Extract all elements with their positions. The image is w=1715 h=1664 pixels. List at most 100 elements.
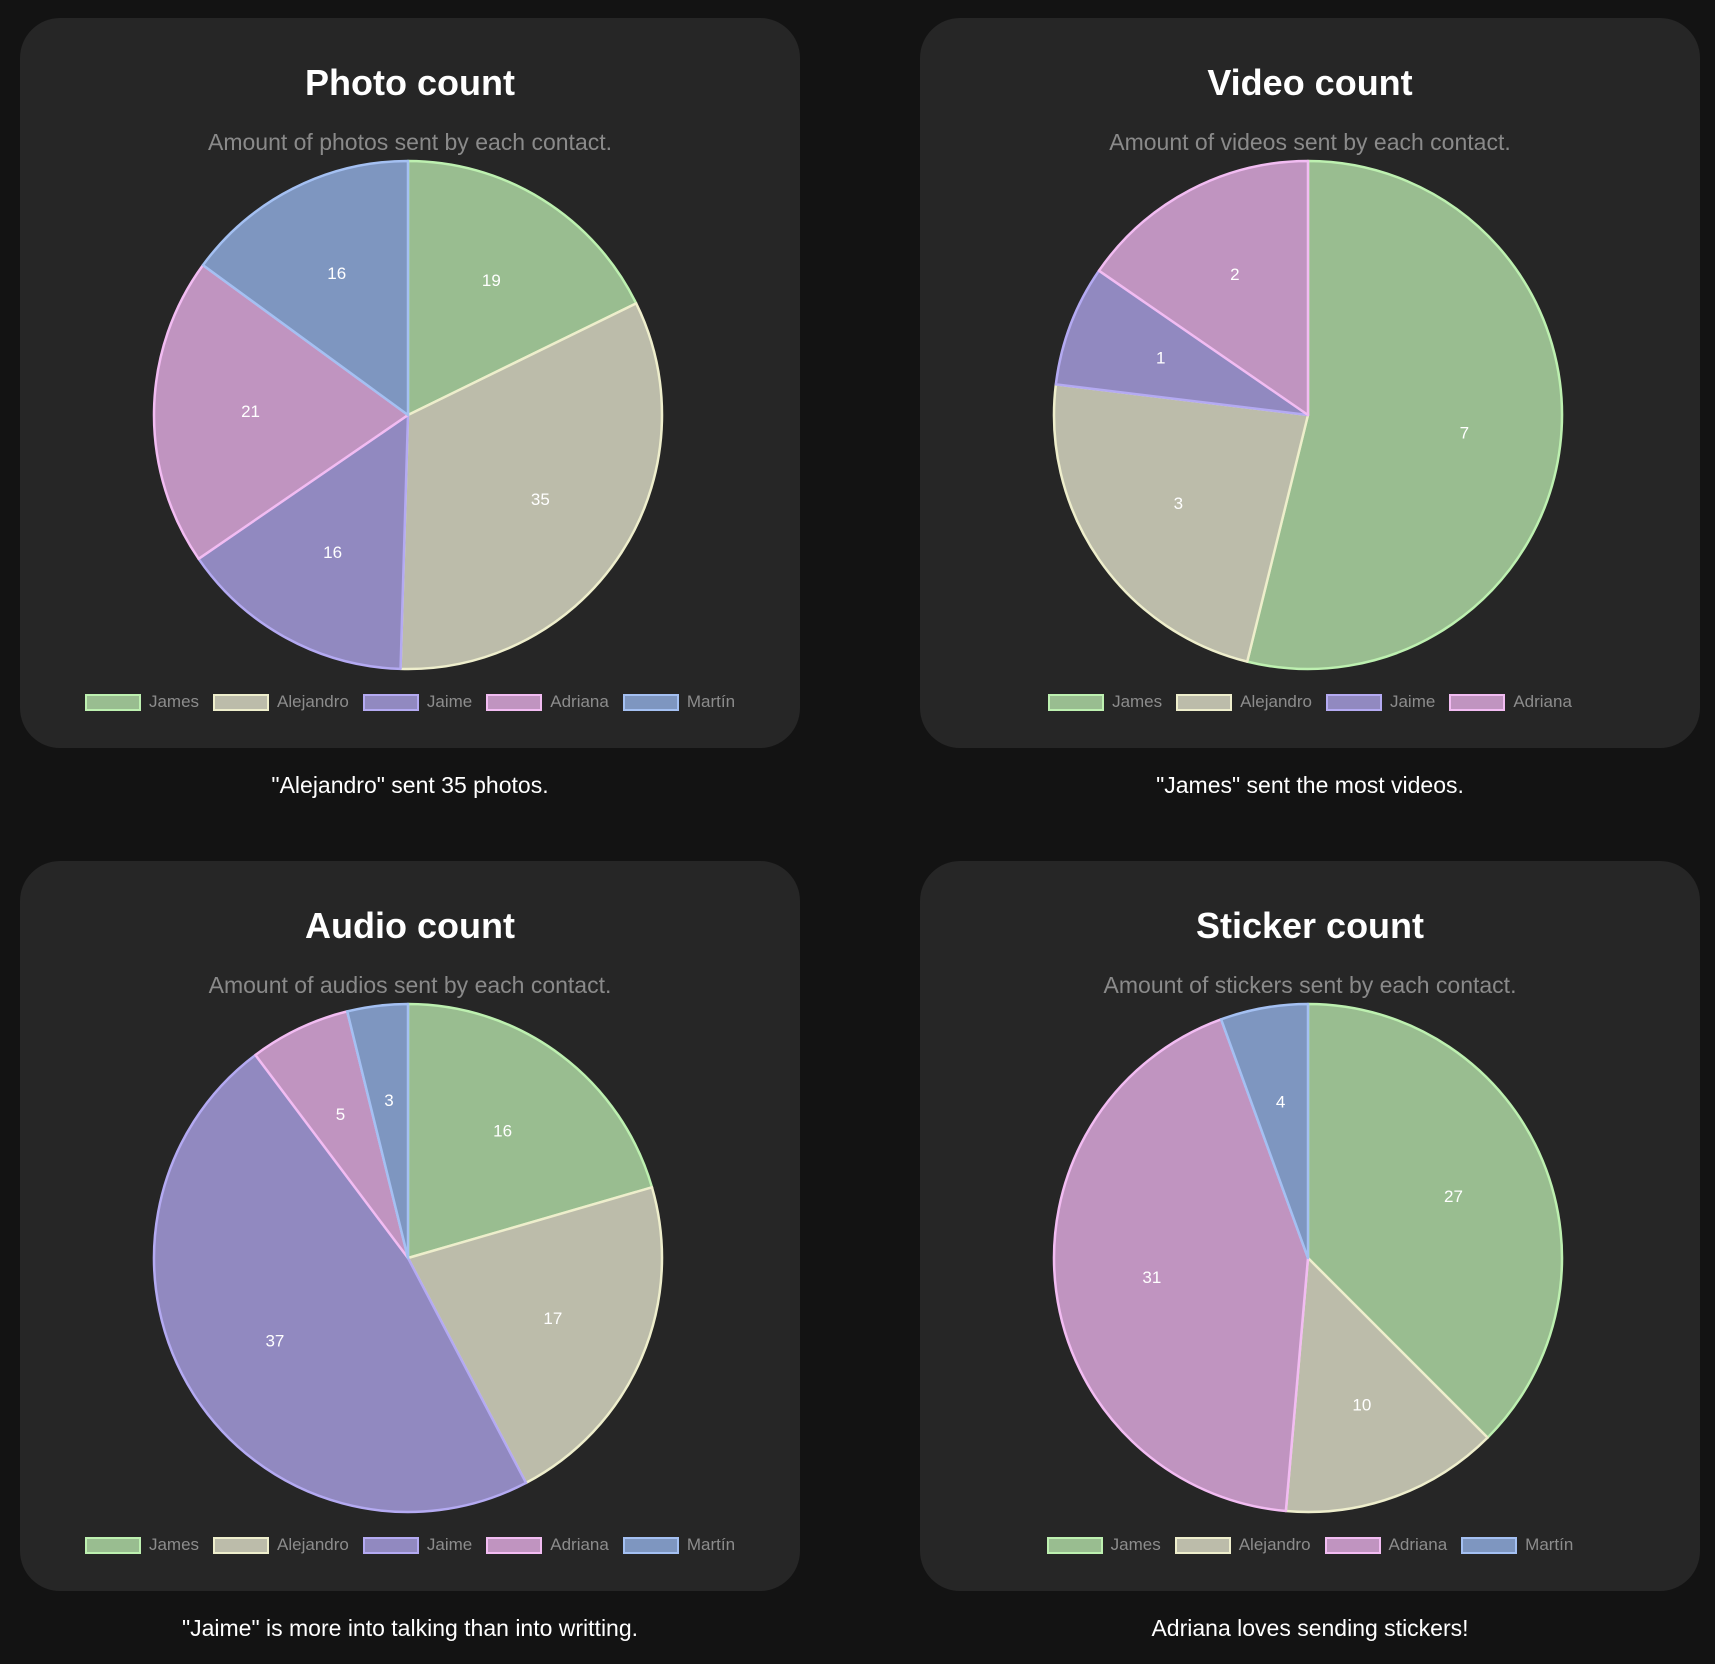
pie-slice-james [406, 159, 638, 417]
pie-slice-jaime [1054, 269, 1310, 417]
legend-item-adriana[interactable]: Adriana [1324, 1535, 1448, 1555]
audio-pie-chart: 16 17 37 5 3 [152, 1002, 664, 1514]
legend-item-alejandro[interactable]: Alejandro [1176, 692, 1312, 712]
data-label-jaime: 16 [323, 543, 342, 562]
audio-chart-cell: Audio count Amount of audios sent by eac… [20, 861, 800, 1642]
legend-item-adriana[interactable]: Adriana [1449, 692, 1572, 712]
chart-caption: "James" sent the most videos. [1156, 772, 1464, 798]
pie-slice-martin [201, 159, 410, 417]
data-label-james: 27 [1444, 1187, 1463, 1206]
chart-title: Sticker count [1195, 905, 1425, 946]
legend-item-martin[interactable]: Martín [1461, 1535, 1573, 1555]
legend-item-james[interactable]: James [1048, 692, 1162, 712]
legend-item-martin[interactable]: Martín [622, 692, 735, 712]
legend-label: Adriana [1388, 1535, 1448, 1554]
video-chart-cell: Video count Amount of videos sent by eac… [920, 18, 1700, 799]
chart-legend: James Alejandro Jaime Adriana Martín [20, 692, 800, 712]
photo-chart-cell: Photo count Amount of photos sent by eac… [20, 18, 800, 799]
legend-swatch [1324, 1536, 1381, 1554]
chart-subtitle: Amount of photos sent by each contact. [207, 129, 613, 155]
legend-label: Martín [1525, 1535, 1574, 1554]
sticker-chart-card: Sticker count Amount of stickers sent by… [920, 861, 1700, 1591]
legend-label: Jaime [1389, 692, 1436, 711]
legend-item-jaime[interactable]: Jaime [362, 692, 473, 712]
legend-item-jaime[interactable]: Jaime [362, 1535, 473, 1555]
sticker-pie-chart: 27 10 31 4 [1052, 1002, 1564, 1514]
data-label-martin: 4 [1276, 1092, 1285, 1111]
pie-slice-alejandro [1284, 1256, 1489, 1514]
data-label-james: 7 [1460, 423, 1469, 442]
chart-caption: Adriana loves sending stickers! [1151, 1615, 1469, 1641]
legend-label: Alejandro [277, 1535, 349, 1554]
legend-swatch [1461, 1536, 1518, 1554]
legend-item-adriana[interactable]: Adriana [486, 1535, 609, 1555]
data-label-jaime: 37 [265, 1332, 284, 1351]
data-label-martin: 3 [384, 1091, 393, 1110]
legend-label: Adriana [550, 1535, 609, 1554]
data-label-james: 19 [482, 271, 501, 290]
legend-swatch [622, 693, 679, 711]
pie-slice-martin [345, 1002, 410, 1260]
legend-label: Alejandro [277, 692, 349, 711]
legend-item-alejandro[interactable]: Alejandro [1174, 1535, 1311, 1555]
chart-legend: James Alejandro Jaime Adriana [920, 692, 1700, 712]
data-label-alejandro: 35 [531, 490, 550, 509]
pie-slice-alejandro [1052, 383, 1310, 663]
chart-legend: James Alejandro Jaime Adriana Martín [20, 1535, 800, 1555]
chart-caption: "Jaime" is more into talking than into w… [181, 1615, 639, 1641]
legend-swatch [1046, 1536, 1103, 1554]
legend-item-martin[interactable]: Martín [622, 1535, 736, 1555]
data-label-adriana: 2 [1230, 265, 1239, 284]
legend-swatch [1176, 693, 1233, 711]
chart-title: Video count [1207, 62, 1413, 103]
chart-subtitle: Amount of audios sent by each contact. [208, 972, 612, 998]
legend-item-jaime[interactable]: Jaime [1325, 692, 1436, 712]
legend-item-james[interactable]: James [84, 1535, 200, 1555]
legend-item-james[interactable]: James [84, 692, 199, 712]
data-label-adriana: 31 [1142, 1268, 1161, 1287]
legend-label: Alejandro [1240, 692, 1312, 711]
chart-subtitle: Amount of videos sent by each contact. [1109, 129, 1511, 155]
legend-swatch [84, 693, 141, 711]
legend-item-adriana[interactable]: Adriana [486, 692, 609, 712]
chart-title: Photo count [305, 62, 515, 103]
legend-label: Alejandro [1238, 1535, 1311, 1554]
data-label-adriana: 21 [241, 402, 260, 421]
data-label-alejandro: 3 [1174, 494, 1183, 513]
pie-slice-james [1306, 1002, 1564, 1439]
pie-slice-james [406, 1002, 654, 1260]
pie-slice-james [1245, 159, 1564, 671]
video-pie-chart: 7 3 1 2 [1052, 159, 1564, 671]
legend-swatch [1048, 693, 1105, 711]
video-chart-card: Video count Amount of videos sent by eac… [920, 18, 1700, 748]
legend-label: Jaime [426, 1535, 473, 1554]
legend-item-james[interactable]: James [1046, 1535, 1161, 1555]
sticker-chart-cell: Sticker count Amount of stickers sent by… [920, 861, 1700, 1642]
data-label-james: 16 [493, 1122, 512, 1141]
pie-slice-martin [1219, 1002, 1310, 1260]
pie-slice-adriana [152, 263, 410, 561]
data-label-alejandro: 10 [1352, 1395, 1371, 1414]
legend-label: Martín [686, 1535, 736, 1554]
legend-item-alejandro[interactable]: Alejandro [213, 692, 349, 712]
chart-title: Audio count [305, 905, 515, 946]
chart-caption: "Alejandro" sent 35 photos. [271, 772, 549, 798]
legend-label: Adriana [550, 692, 609, 711]
legend-swatch [362, 693, 419, 711]
legend-swatch [362, 1536, 419, 1554]
legend-swatch [622, 1536, 679, 1554]
legend-swatch [1174, 1536, 1231, 1554]
pie-slice-jaime [197, 413, 410, 671]
pie-slice-alejandro [406, 1186, 664, 1485]
photo-pie-chart: 19 35 16 21 16 [152, 159, 664, 671]
pie-slice-jaime [152, 1053, 528, 1514]
audio-chart-card: Audio count Amount of audios sent by eac… [20, 861, 800, 1591]
legend-item-alejandro[interactable]: Alejandro [213, 1535, 349, 1555]
data-label-jaime: 1 [1156, 349, 1165, 368]
legend-label: James [148, 1535, 200, 1554]
legend-label: Jaime [426, 692, 473, 711]
chart-legend: James Alejandro Adriana Martín [920, 1535, 1700, 1555]
pie-slice-alejandro [399, 302, 664, 671]
legend-label: James [1110, 1535, 1161, 1554]
